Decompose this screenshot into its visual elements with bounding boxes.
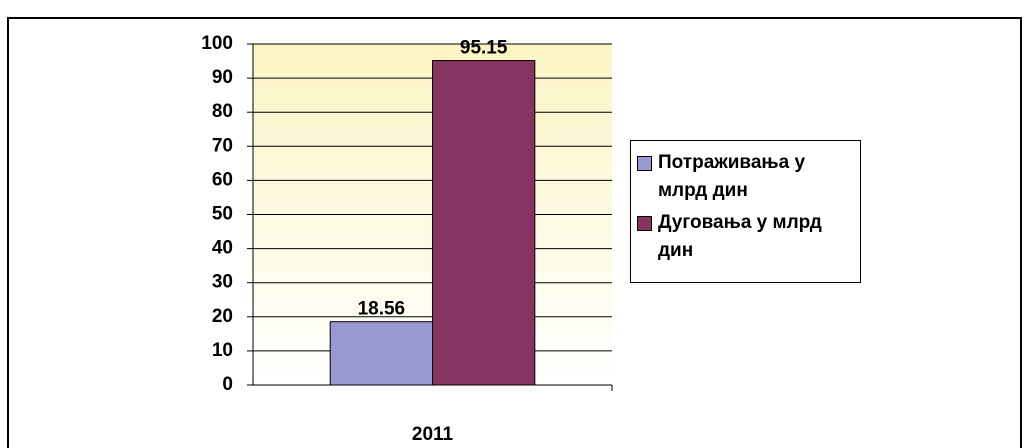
y-tick-label: 10 [212, 340, 233, 361]
legend-swatch [637, 156, 652, 171]
y-tick-label: 60 [212, 169, 233, 190]
y-tick-label: 40 [212, 238, 233, 259]
data-label: 95.15 [460, 38, 508, 59]
legend-entry: Дуговања у млрд дин [637, 209, 856, 265]
y-tick-label: 0 [222, 374, 233, 395]
y-tick-label: 50 [212, 204, 233, 225]
legend: Потраживања у млрд дин Дуговања у млрд ди… [630, 140, 861, 283]
legend-swatch [637, 216, 652, 231]
y-tick-label: 20 [212, 306, 233, 327]
legend-entry: Потраживања у млрд дин [637, 149, 856, 205]
legend-label: Дуговања у млрд дин [658, 212, 822, 261]
x-tick-label: 2011 [412, 424, 454, 445]
data-label: 18.56 [358, 299, 406, 320]
y-tick-label: 70 [212, 135, 233, 156]
legend-label: Потраживања у млрд дин [658, 152, 806, 201]
y-tick-label: 90 [212, 67, 233, 88]
bar [329, 321, 433, 386]
y-tick-label: 100 [201, 33, 233, 54]
frame [7, 17, 1022, 448]
y-tick-label: 80 [212, 101, 233, 122]
y-tick-label: 30 [212, 272, 233, 293]
bar [432, 60, 536, 386]
